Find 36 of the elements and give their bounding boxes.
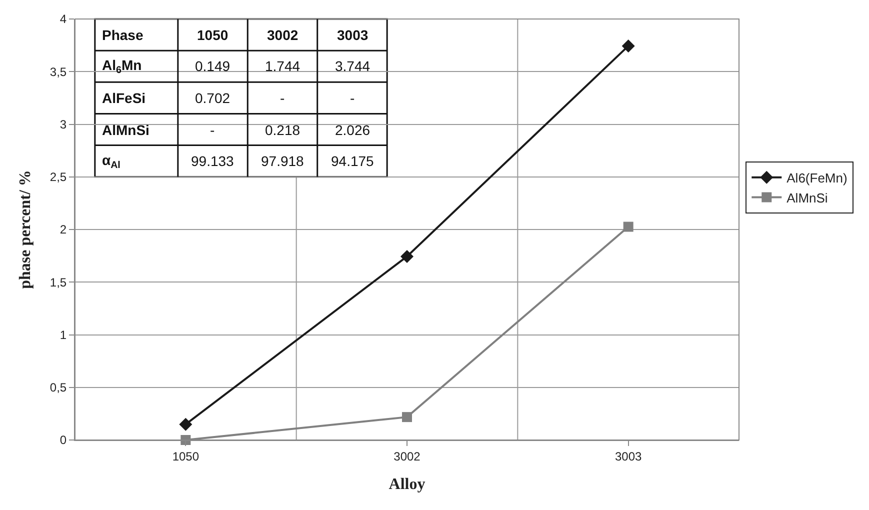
annotation: 94.175 — [331, 153, 374, 169]
annotation: 1.744 — [265, 58, 300, 74]
y-axis-title: phase percent/ % — [16, 170, 34, 289]
annotation: AlFeSi — [102, 90, 146, 106]
y-tick-label: 4 — [60, 12, 67, 26]
annotation: Al$_{6}$Mn — [102, 57, 142, 76]
annotation: α$_{Al}$ — [102, 152, 121, 171]
annotation: 99.133 — [191, 153, 234, 169]
annotation: 1050 — [197, 27, 228, 43]
y-tick-label: 3,5 — [50, 64, 67, 79]
annotation: - — [350, 90, 355, 106]
annotation: Phase — [102, 27, 144, 43]
annotation: - — [280, 90, 285, 106]
y-tick-label: 0 — [60, 433, 67, 448]
y-tick-label: 2 — [60, 222, 67, 237]
y-tick-label: 1,5 — [50, 275, 67, 290]
annotation: AlMnSi — [102, 122, 150, 138]
y-tick-label: 2,5 — [50, 170, 67, 184]
y-tick-label: 0,5 — [50, 380, 67, 395]
x-tick-label: 3002 — [394, 449, 421, 464]
annotation: 2.026 — [335, 122, 370, 138]
x-tick-label: 1050 — [172, 449, 200, 464]
annotation: 0.149 — [195, 58, 230, 74]
y-tick-label: 3 — [60, 117, 67, 132]
annotation: - — [210, 122, 215, 138]
x-axis-title: Alloy — [388, 476, 426, 494]
annotation: 3003 — [337, 27, 368, 43]
legend-label: AlMnSi — [786, 190, 828, 206]
annotation: 3002 — [267, 27, 298, 43]
annotation: 0.218 — [265, 122, 300, 138]
annotation: 0.702 — [195, 90, 230, 106]
annotation: 3.744 — [335, 58, 370, 74]
x-tick-label: 3003 — [614, 449, 642, 464]
y-tick-label: 1 — [60, 328, 67, 342]
annotation: 97.918 — [261, 153, 304, 169]
legend-label: Al6(FeMn) — [786, 170, 848, 186]
